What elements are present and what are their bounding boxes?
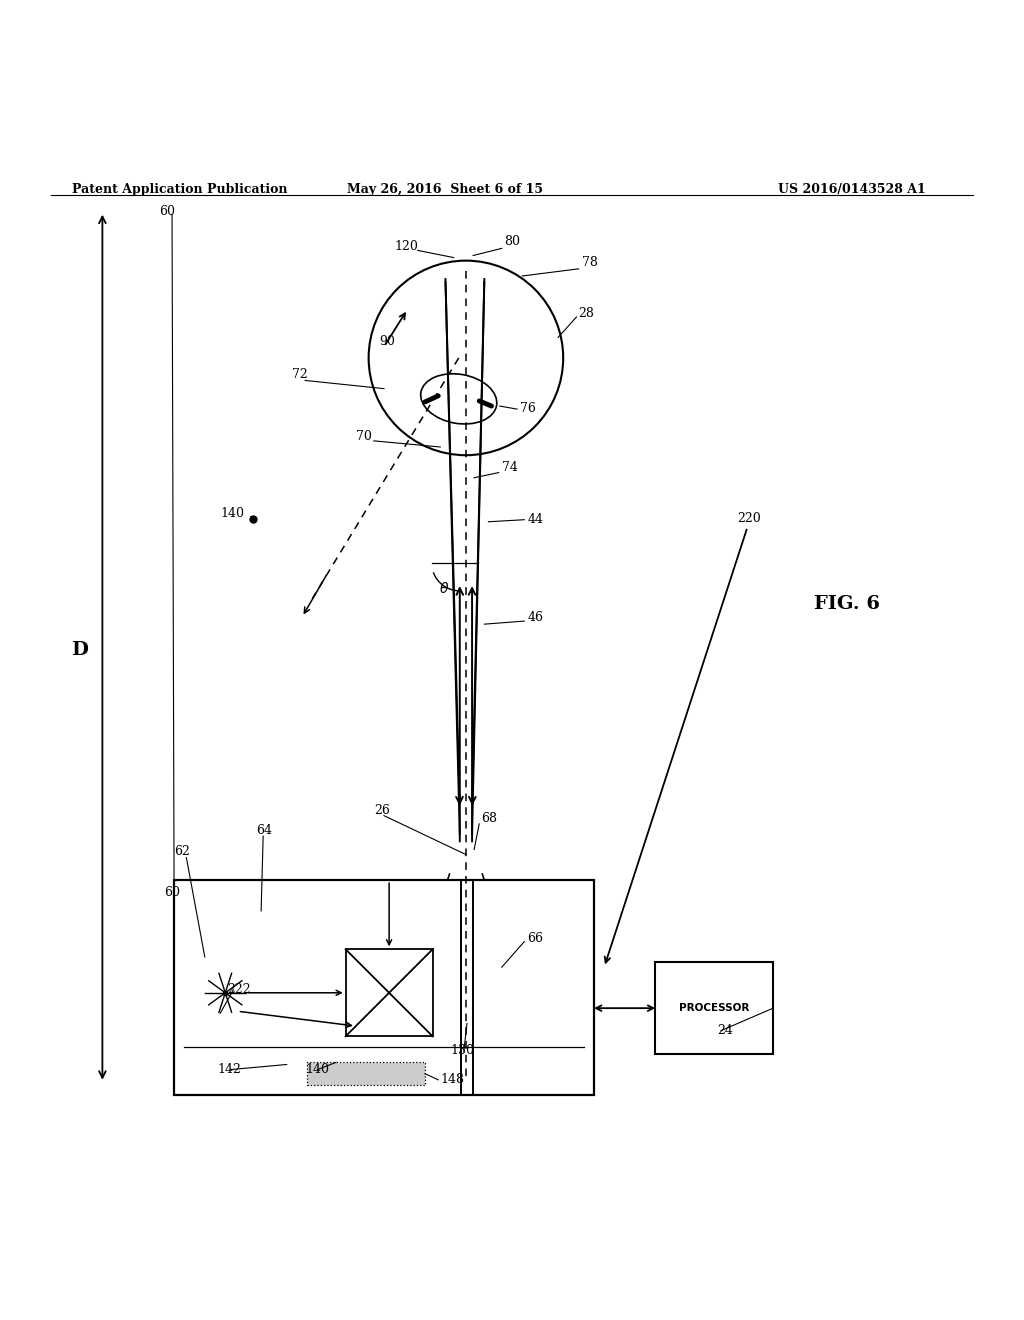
Text: 140: 140 bbox=[220, 507, 244, 520]
Text: 220: 220 bbox=[737, 512, 761, 525]
Text: 64: 64 bbox=[256, 824, 272, 837]
Text: 62: 62 bbox=[174, 845, 190, 858]
Text: 78: 78 bbox=[582, 256, 598, 269]
Text: PROCESSOR: PROCESSOR bbox=[679, 1003, 750, 1014]
Text: 120: 120 bbox=[394, 240, 418, 253]
Text: 28: 28 bbox=[579, 308, 595, 319]
Text: 148: 148 bbox=[440, 1073, 464, 1086]
Text: 26: 26 bbox=[374, 804, 390, 817]
Text: $\theta$: $\theta$ bbox=[439, 581, 450, 595]
Text: 24: 24 bbox=[717, 1024, 733, 1036]
Text: D: D bbox=[72, 640, 88, 659]
Text: 142: 142 bbox=[217, 1063, 241, 1076]
Text: 72: 72 bbox=[292, 368, 307, 381]
Text: 60: 60 bbox=[159, 205, 175, 218]
Text: 74: 74 bbox=[502, 461, 518, 474]
Text: 68: 68 bbox=[481, 812, 498, 825]
Text: May 26, 2016  Sheet 6 of 15: May 26, 2016 Sheet 6 of 15 bbox=[347, 182, 544, 195]
Bar bbox=[174, 880, 594, 1096]
Text: 46: 46 bbox=[527, 611, 544, 624]
Text: 80: 80 bbox=[504, 235, 520, 248]
Text: 70: 70 bbox=[356, 430, 373, 442]
Text: 60: 60 bbox=[164, 886, 180, 899]
Text: 66: 66 bbox=[527, 932, 544, 945]
Text: 76: 76 bbox=[520, 403, 537, 416]
Text: 90: 90 bbox=[379, 334, 395, 347]
Bar bbox=[307, 1063, 425, 1085]
Text: FIG. 6: FIG. 6 bbox=[814, 595, 880, 612]
Bar bbox=[655, 962, 773, 1055]
Text: 44: 44 bbox=[527, 512, 544, 525]
Text: US 2016/0143528 A1: US 2016/0143528 A1 bbox=[778, 182, 926, 195]
Text: 140: 140 bbox=[305, 1063, 329, 1076]
Text: 222: 222 bbox=[227, 983, 251, 995]
Text: 130: 130 bbox=[451, 1044, 474, 1057]
Text: Patent Application Publication: Patent Application Publication bbox=[72, 182, 287, 195]
Bar bbox=[346, 949, 433, 1036]
